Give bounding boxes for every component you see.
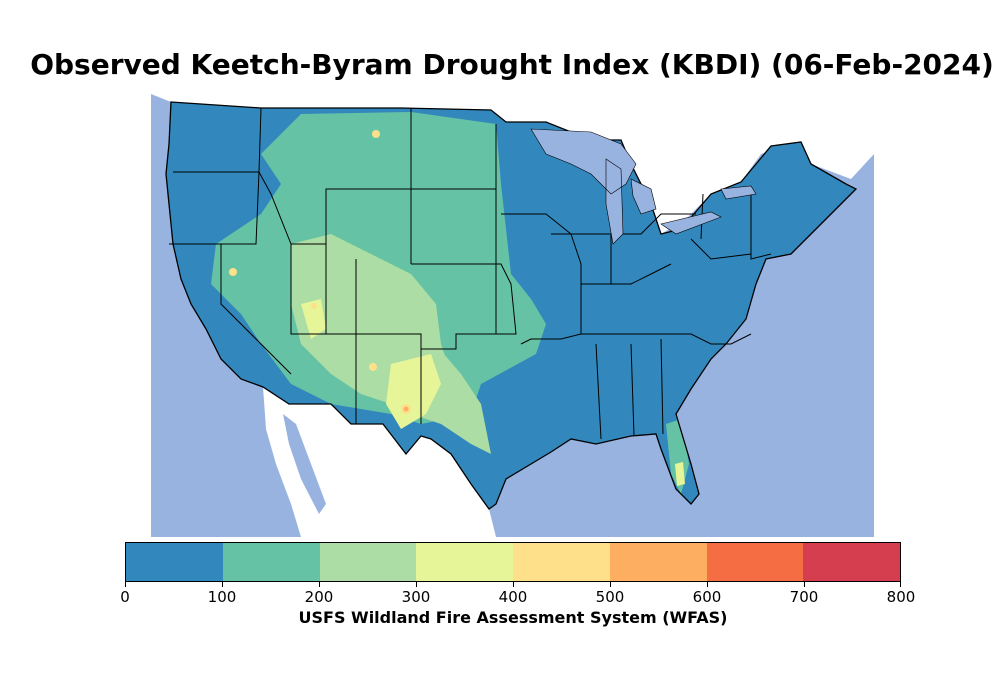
colorbar-bin (222, 543, 320, 581)
colorbar-tick-label: 700 (789, 588, 819, 606)
kbdi-300-400-zone-nevada (301, 299, 326, 339)
colorbar-tick-label: 500 (595, 588, 625, 606)
colorbar-tick-label: 0 (120, 588, 130, 606)
colorbar-label: USFS Wildland Fire Assessment System (WF… (298, 608, 728, 627)
colorbar-tick-label: 800 (886, 588, 916, 606)
colorbar-tick-label: 600 (692, 588, 722, 606)
us-outline (165, 101, 858, 510)
colorbar-tick-mark (125, 582, 126, 587)
great-lakes (530, 128, 757, 245)
colorbar-ticks: 0 100 200 300 400 500 600 700 800 (120, 582, 915, 606)
colorbar-tick-mark (222, 582, 223, 587)
map-title: Observed Keetch-Byram Drought Index (KBD… (30, 48, 994, 81)
kbdi-400-500-hotspot (369, 363, 377, 371)
gulf-of-california (283, 414, 326, 514)
colorbar-tick-mark (513, 582, 514, 587)
kbdi-400-500-hotspot (311, 303, 317, 309)
colorbar-tick-mark (610, 582, 611, 587)
colorbar-bin (706, 543, 804, 581)
colorbar-bin (126, 543, 223, 581)
kbdi-300-400-zone-texas (386, 354, 441, 429)
kbdi-500-600-hotspot (403, 406, 409, 412)
colorbar-bin (416, 543, 513, 581)
colorbar-tick-mark (707, 582, 708, 587)
kbdi-400-500-hotspot (229, 268, 237, 276)
colorbar-tick-mark (416, 582, 417, 587)
colorbar-tick-label: 100 (207, 588, 237, 606)
colorbar-bin (803, 543, 900, 581)
colorbar-tick-mark (804, 582, 805, 587)
colorbar-tick-label: 300 (401, 588, 431, 606)
canada-land (151, 84, 874, 234)
colorbar-bin (319, 543, 417, 581)
colorbar-bin (513, 543, 610, 581)
colorbar (125, 542, 901, 582)
colorbar-bin (609, 543, 707, 581)
kbdi-400-500-hotspot (372, 130, 380, 138)
colorbar-tick-mark (900, 582, 901, 587)
kbdi-300-400-zone-florida (675, 462, 685, 486)
kbdi-map (151, 84, 874, 537)
colorbar-tick-label: 200 (304, 588, 334, 606)
colorbar-tick-mark (319, 582, 320, 587)
colorbar-tick-label: 400 (498, 588, 528, 606)
state-borders (169, 107, 772, 440)
